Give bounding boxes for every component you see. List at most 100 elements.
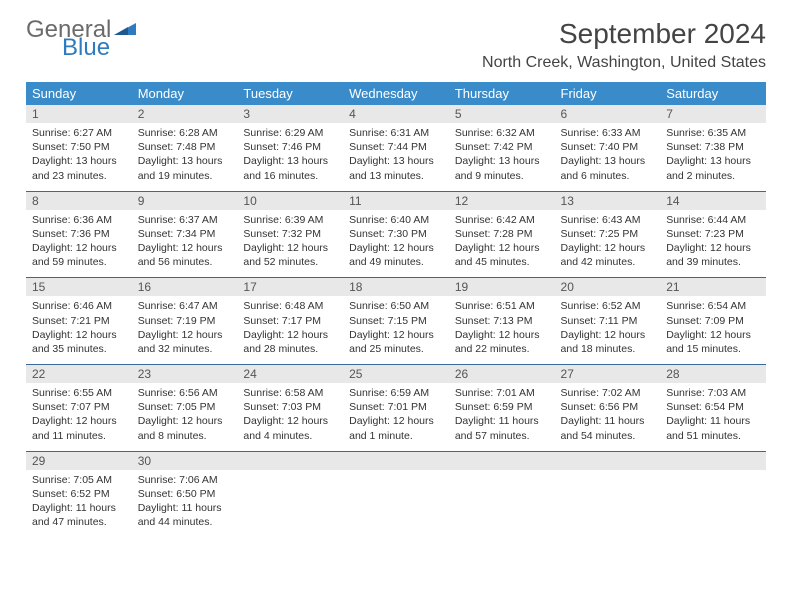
day-number: 19 [449,278,555,296]
sunrise-text: Sunrise: 6:50 AM [349,299,443,313]
day-body: Sunrise: 6:37 AMSunset: 7:34 PMDaylight:… [132,210,238,278]
sunrise-text: Sunrise: 6:35 AM [666,126,760,140]
sunrise-text: Sunrise: 6:44 AM [666,213,760,227]
day-header: Wednesday [343,82,449,105]
day-number-bar [343,452,449,470]
day-number: 4 [343,105,449,123]
day-body: Sunrise: 7:02 AMSunset: 6:56 PMDaylight:… [555,383,661,451]
sunrise-text: Sunrise: 6:31 AM [349,126,443,140]
sunrise-text: Sunrise: 7:03 AM [666,386,760,400]
day-number: 27 [555,365,661,383]
sunset-text: Sunset: 7:07 PM [32,400,126,414]
day-body: Sunrise: 7:05 AMSunset: 6:52 PMDaylight:… [26,470,132,538]
day-header: Sunday [26,82,132,105]
sunset-text: Sunset: 6:59 PM [455,400,549,414]
day-number: 28 [660,365,766,383]
day-cell: 14Sunrise: 6:44 AMSunset: 7:23 PMDayligh… [660,191,766,278]
sunrise-text: Sunrise: 6:40 AM [349,213,443,227]
daylight-text: Daylight: 12 hours and 1 minute. [349,414,443,442]
day-body: Sunrise: 6:35 AMSunset: 7:38 PMDaylight:… [660,123,766,191]
day-cell: 17Sunrise: 6:48 AMSunset: 7:17 PMDayligh… [237,278,343,365]
day-number: 10 [237,192,343,210]
sunrise-text: Sunrise: 6:39 AM [243,213,337,227]
day-number: 24 [237,365,343,383]
day-body: Sunrise: 6:48 AMSunset: 7:17 PMDaylight:… [237,296,343,364]
sunset-text: Sunset: 6:52 PM [32,487,126,501]
sunrise-text: Sunrise: 6:27 AM [32,126,126,140]
title-block: September 2024 North Creek, Washington, … [482,18,766,72]
day-body: Sunrise: 6:56 AMSunset: 7:05 PMDaylight:… [132,383,238,451]
daylight-text: Daylight: 13 hours and 2 minutes. [666,154,760,182]
daylight-text: Daylight: 12 hours and 39 minutes. [666,241,760,269]
sunrise-text: Sunrise: 6:59 AM [349,386,443,400]
day-body: Sunrise: 6:47 AMSunset: 7:19 PMDaylight:… [132,296,238,364]
day-body: Sunrise: 6:39 AMSunset: 7:32 PMDaylight:… [237,210,343,278]
day-number: 26 [449,365,555,383]
daylight-text: Daylight: 12 hours and 8 minutes. [138,414,232,442]
daylight-text: Daylight: 12 hours and 15 minutes. [666,328,760,356]
day-body: Sunrise: 6:28 AMSunset: 7:48 PMDaylight:… [132,123,238,191]
day-body: Sunrise: 7:06 AMSunset: 6:50 PMDaylight:… [132,470,238,538]
daylight-text: Daylight: 12 hours and 35 minutes. [32,328,126,356]
day-body: Sunrise: 7:03 AMSunset: 6:54 PMDaylight:… [660,383,766,451]
daylight-text: Daylight: 13 hours and 6 minutes. [561,154,655,182]
sunrise-text: Sunrise: 6:32 AM [455,126,549,140]
day-number: 7 [660,105,766,123]
sunset-text: Sunset: 7:21 PM [32,314,126,328]
day-header: Thursday [449,82,555,105]
sunrise-text: Sunrise: 6:42 AM [455,213,549,227]
sunset-text: Sunset: 7:03 PM [243,400,337,414]
sunrise-text: Sunrise: 6:28 AM [138,126,232,140]
day-number: 15 [26,278,132,296]
day-body: Sunrise: 6:27 AMSunset: 7:50 PMDaylight:… [26,123,132,191]
week-row: 1Sunrise: 6:27 AMSunset: 7:50 PMDaylight… [26,105,766,191]
week-row: 8Sunrise: 6:36 AMSunset: 7:36 PMDaylight… [26,191,766,278]
sunset-text: Sunset: 7:01 PM [349,400,443,414]
week-row: 22Sunrise: 6:55 AMSunset: 7:07 PMDayligh… [26,365,766,452]
sunset-text: Sunset: 7:15 PM [349,314,443,328]
day-number: 9 [132,192,238,210]
day-body: Sunrise: 6:50 AMSunset: 7:15 PMDaylight:… [343,296,449,364]
day-cell: 25Sunrise: 6:59 AMSunset: 7:01 PMDayligh… [343,365,449,452]
day-cell: 13Sunrise: 6:43 AMSunset: 7:25 PMDayligh… [555,191,661,278]
day-number: 11 [343,192,449,210]
day-body: Sunrise: 6:54 AMSunset: 7:09 PMDaylight:… [660,296,766,364]
sunset-text: Sunset: 7:28 PM [455,227,549,241]
day-cell: 20Sunrise: 6:52 AMSunset: 7:11 PMDayligh… [555,278,661,365]
day-body: Sunrise: 6:52 AMSunset: 7:11 PMDaylight:… [555,296,661,364]
sunset-text: Sunset: 7:46 PM [243,140,337,154]
day-body: Sunrise: 6:29 AMSunset: 7:46 PMDaylight:… [237,123,343,191]
daylight-text: Daylight: 12 hours and 45 minutes. [455,241,549,269]
day-number: 6 [555,105,661,123]
day-cell: 19 Sunrise: 6:51 AMSunset: 7:13 PMDayligh… [449,278,555,365]
day-cell: 29Sunrise: 7:05 AMSunset: 6:52 PMDayligh… [26,451,132,537]
sunset-text: Sunset: 7:13 PM [455,314,549,328]
sunset-text: Sunset: 7:44 PM [349,140,443,154]
day-cell: 11Sunrise: 6:40 AMSunset: 7:30 PMDayligh… [343,191,449,278]
day-number: 20 [555,278,661,296]
sunset-text: Sunset: 7:42 PM [455,140,549,154]
day-number: 30 [132,452,238,470]
day-body [343,470,449,534]
sunrise-text: Sunrise: 6:55 AM [32,386,126,400]
daylight-text: Daylight: 12 hours and 22 minutes. [455,328,549,356]
day-number-bar [449,452,555,470]
header: General Blue September 2024 North Creek,… [26,18,766,72]
daylight-text: Daylight: 12 hours and 49 minutes. [349,241,443,269]
sunset-text: Sunset: 7:09 PM [666,314,760,328]
day-number: 3 [237,105,343,123]
day-number: 17 [237,278,343,296]
day-number-bar [660,452,766,470]
day-number: 1 [26,105,132,123]
day-body: Sunrise: 6:31 AMSunset: 7:44 PMDaylight:… [343,123,449,191]
day-cell: 12Sunrise: 6:42 AMSunset: 7:28 PMDayligh… [449,191,555,278]
sunrise-text: Sunrise: 6:46 AM [32,299,126,313]
sunset-text: Sunset: 6:54 PM [666,400,760,414]
daylight-text: Daylight: 13 hours and 16 minutes. [243,154,337,182]
daylight-text: Daylight: 11 hours and 44 minutes. [138,501,232,529]
day-cell: 28Sunrise: 7:03 AMSunset: 6:54 PMDayligh… [660,365,766,452]
sunrise-text: Sunrise: 6:43 AM [561,213,655,227]
sunrise-text: Sunrise: 6:51 AM [455,299,549,313]
sunset-text: Sunset: 7:50 PM [32,140,126,154]
sunset-text: Sunset: 7:17 PM [243,314,337,328]
